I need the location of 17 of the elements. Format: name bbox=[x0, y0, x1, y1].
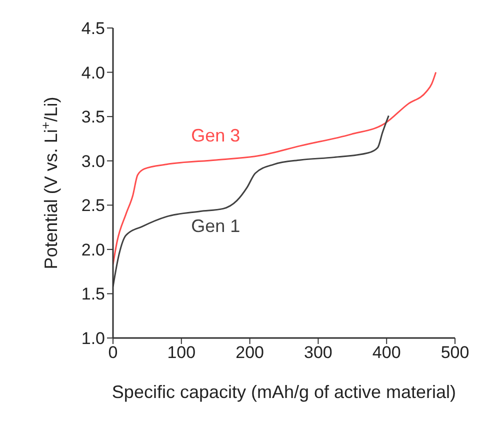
x-tick-label: 100 bbox=[167, 343, 196, 362]
y-tick-label: 4.5 bbox=[81, 19, 105, 38]
y-tick-label: 1.0 bbox=[81, 329, 105, 348]
x-tick-label: 400 bbox=[372, 343, 401, 362]
y-tick-label: 2.0 bbox=[81, 240, 105, 260]
x-tick-label: 300 bbox=[304, 343, 332, 362]
y-tick-label: 3.5 bbox=[81, 108, 105, 127]
y-tick-label: 2.5 bbox=[81, 196, 105, 216]
x-tick-label: 0 bbox=[108, 343, 118, 362]
y-tick-label: 4.0 bbox=[81, 63, 105, 82]
x-axis-title: Specific capacity (mAh/g of active material) bbox=[112, 382, 456, 402]
x-tick-label: 500 bbox=[440, 343, 470, 362]
y-tick-label: 1.5 bbox=[81, 284, 105, 304]
series-label: Gen 3 bbox=[191, 126, 240, 146]
y-tick-label: 3.0 bbox=[81, 152, 105, 171]
x-tick-label: 200 bbox=[236, 343, 264, 362]
series-label: Gen 1 bbox=[191, 216, 240, 236]
